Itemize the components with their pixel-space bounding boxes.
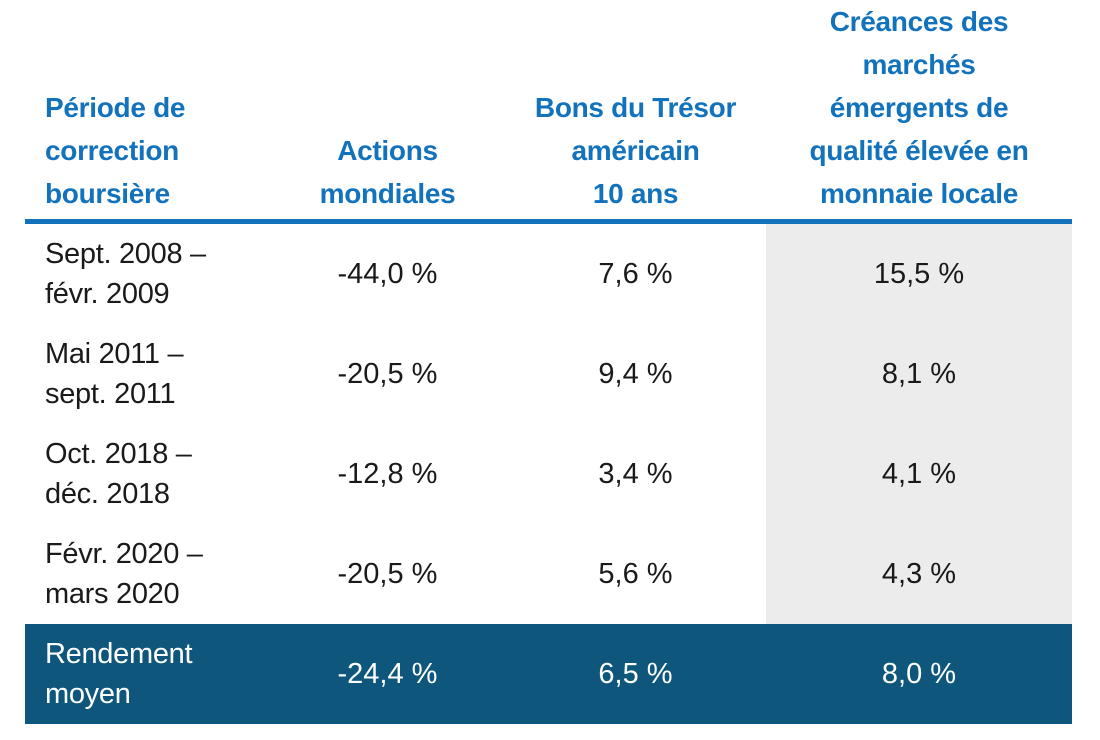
table-row: Févr. 2020 – mars 2020 -20,5 % 5,6 % 4,3… (25, 524, 1072, 624)
header-period: Période de correction boursière (45, 92, 186, 209)
treasury-value-cell: 3,4 % (598, 457, 673, 490)
period-cell: Sept. 2008 – févr. 2009 (45, 238, 206, 310)
table-body: Sept. 2008 – févr. 2009 -44,0 % 7,6 % 15… (25, 224, 1072, 624)
header-em-debt: Créances des marchés émergents de qualit… (809, 6, 1029, 209)
table-row: Oct. 2018 – déc. 2018 -12,8 % 3,4 % 4,1 … (25, 424, 1072, 524)
header-us-treasury: Bons du Trésor américain 10 ans (534, 92, 737, 209)
average-em-debt-cell: 8,0 % (881, 657, 957, 690)
treasury-value-cell: 9,4 % (598, 357, 673, 390)
em-debt-value-cell: 8,1 % (881, 357, 957, 390)
equities-value-cell: -12,8 % (337, 457, 438, 490)
period-cell: Oct. 2018 – déc. 2018 (45, 438, 192, 510)
period-cell: Févr. 2020 – mars 2020 (45, 538, 203, 610)
header-global-equities: Actions mondiales (319, 135, 456, 209)
average-treasury-cell: 6,5 % (598, 657, 673, 690)
average-label-cell: Rendement moyen (45, 638, 193, 710)
equities-value-cell: -20,5 % (337, 357, 438, 390)
table-row: Mai 2011 – sept. 2011 -20,5 % 9,4 % 8,1 … (25, 324, 1072, 424)
header-divider-rule (25, 219, 1072, 224)
period-cell: Mai 2011 – sept. 2011 (45, 338, 184, 410)
em-debt-value-cell: 4,3 % (881, 557, 957, 590)
treasury-value-cell: 7,6 % (598, 257, 673, 290)
treasury-value-cell: 5,6 % (598, 557, 673, 590)
table-row: Sept. 2008 – févr. 2009 -44,0 % 7,6 % 15… (25, 224, 1072, 324)
highlighted-column-background (766, 224, 1072, 624)
equities-value-cell: -20,5 % (337, 557, 438, 590)
average-equities-cell: -24,4 % (337, 657, 438, 690)
table-header-row: Période de correction boursière Actions … (25, 0, 1072, 219)
em-debt-value-cell: 4,1 % (881, 457, 957, 490)
equities-value-cell: -44,0 % (337, 257, 438, 290)
average-row: Rendement moyen -24,4 % 6,5 % 8,0 % (25, 624, 1072, 724)
em-debt-value-cell: 15,5 % (873, 257, 965, 290)
returns-table: Période de correction boursière Actions … (25, 0, 1072, 724)
